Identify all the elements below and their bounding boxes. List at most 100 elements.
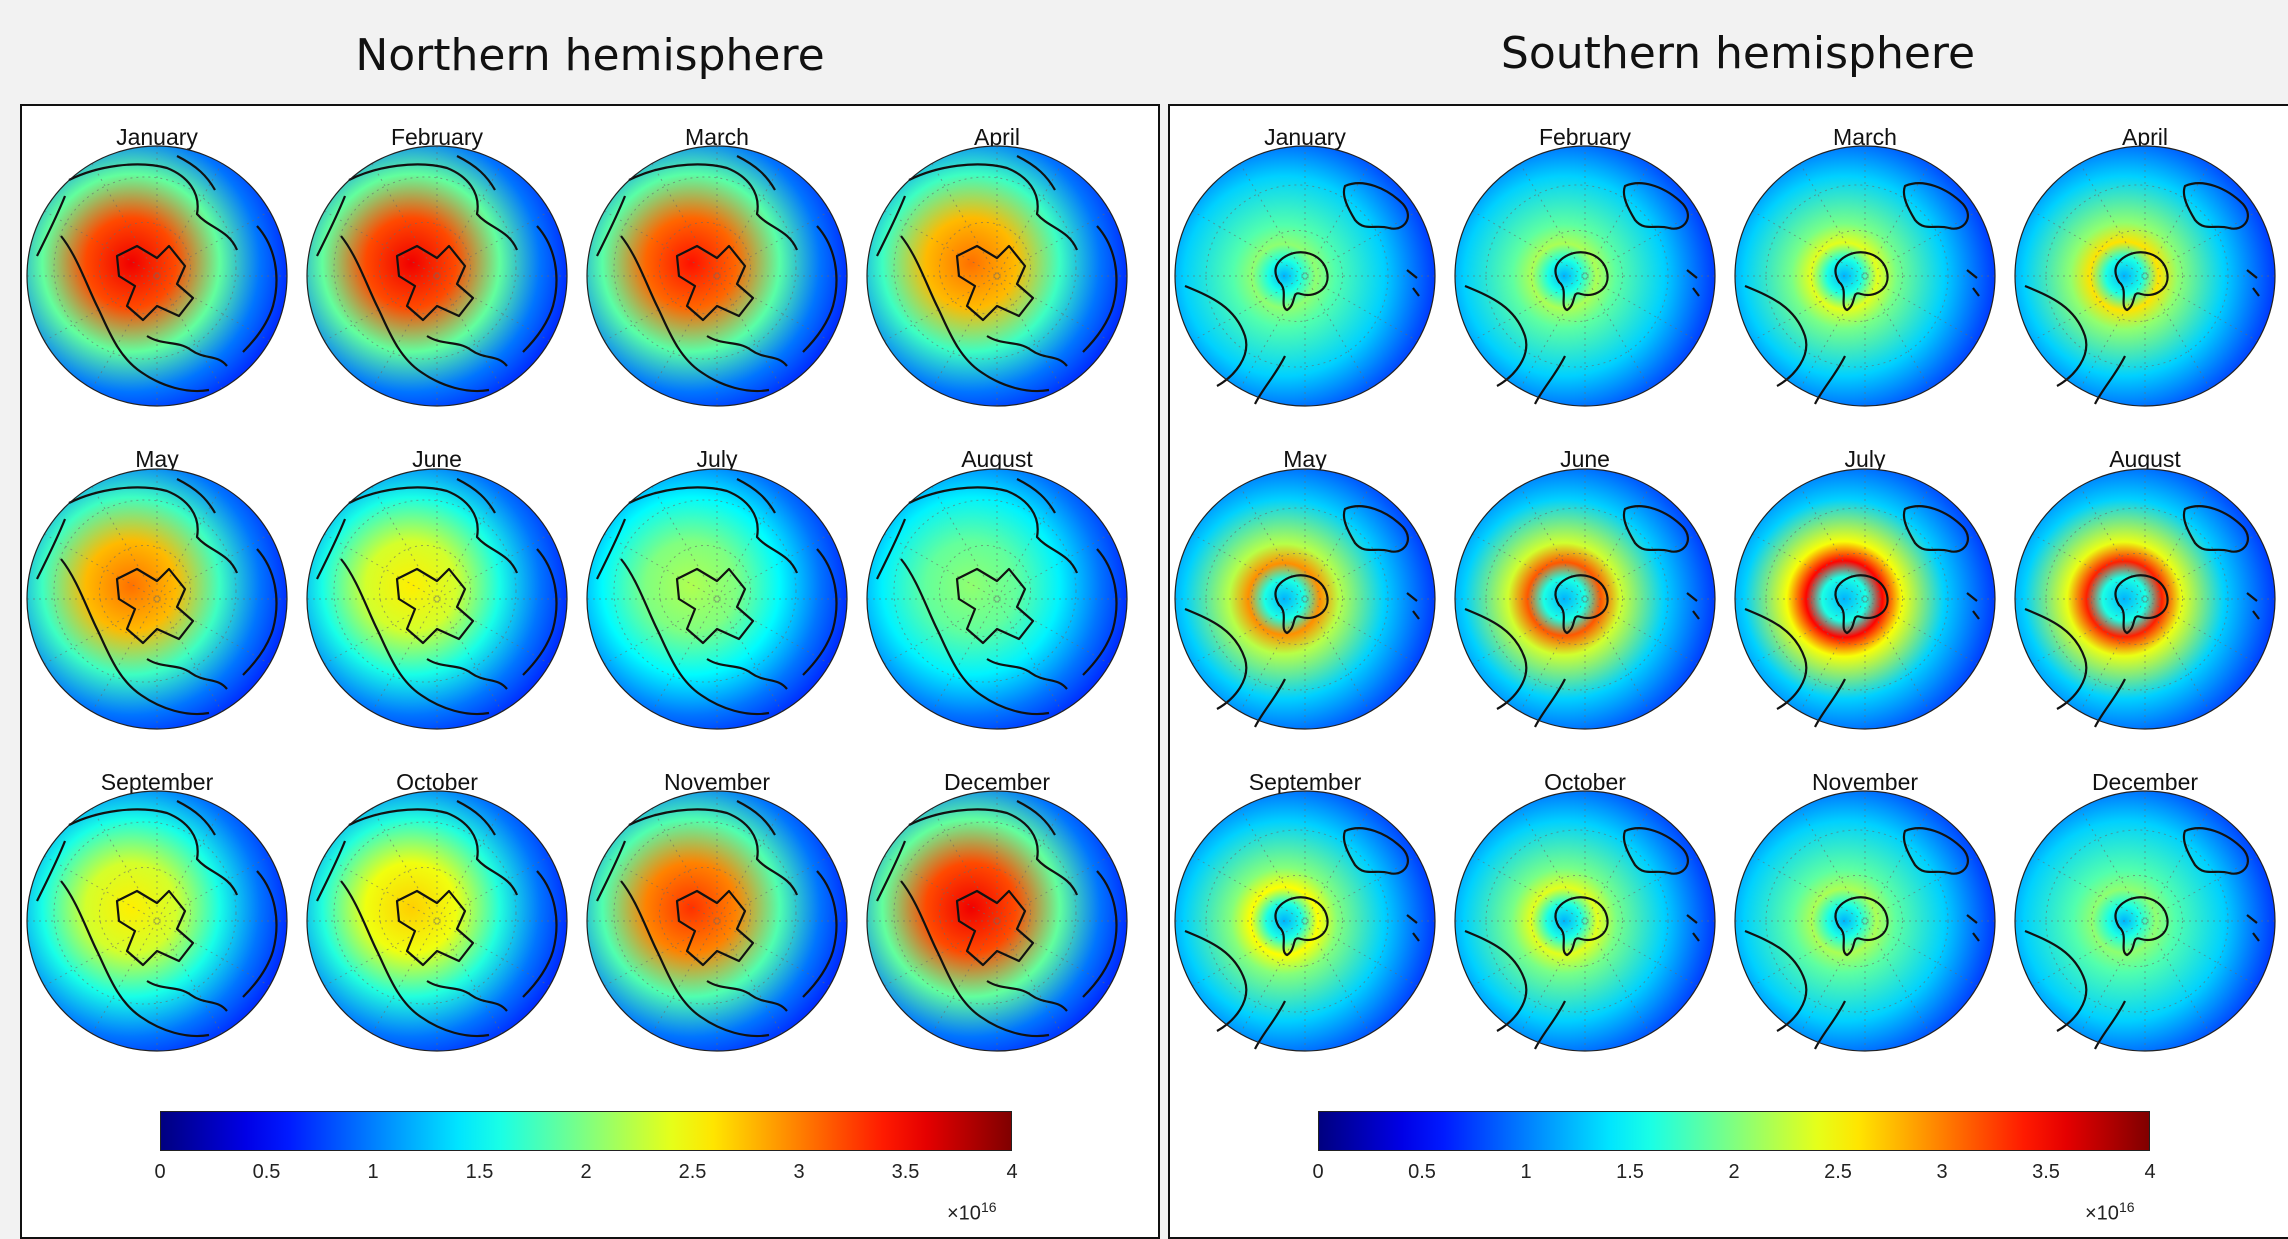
globe-rim (1454, 145, 1716, 407)
graticule (1455, 791, 1715, 1051)
globe-disc (307, 791, 567, 1051)
colorbar-tick-label: 3 (1936, 1161, 1948, 1183)
globe-map (306, 468, 568, 730)
globe-disc (27, 469, 287, 729)
coastline (316, 800, 558, 1038)
globe-rim (586, 468, 848, 730)
globe-map (586, 468, 848, 730)
colorbar-tick-label: 3.5 (2032, 1161, 2060, 1183)
globe-disc (1735, 469, 1995, 729)
globe-rim (2014, 145, 2276, 407)
globe-map (586, 790, 848, 1052)
coastline (596, 478, 838, 716)
globe-map (306, 790, 568, 1052)
southern-hemisphere-panel: ×1016 January February March April May June Ju… (1168, 104, 2288, 1239)
graticule (2015, 146, 2275, 406)
globe-map (866, 468, 1128, 730)
colorbar-tick-label: 2 (1728, 1161, 1740, 1183)
globe-map (26, 145, 288, 407)
coastline (2024, 505, 2260, 728)
globe-rim (26, 145, 288, 407)
month-label: June (1560, 446, 1610, 472)
globe-rim (26, 468, 288, 730)
globe-disc (2015, 146, 2275, 406)
graticule (27, 791, 287, 1051)
globe-disc (1455, 469, 1715, 729)
graticule (27, 469, 287, 729)
graticule (587, 791, 847, 1051)
colorbar-tick-label: 2 (580, 1161, 592, 1183)
graticule (307, 146, 567, 406)
coastline (2024, 827, 2260, 1050)
coastline (1464, 182, 1700, 405)
month-label: August (961, 446, 1033, 472)
globe-disc (1175, 791, 1435, 1051)
globe-disc (587, 791, 847, 1051)
globe-map (866, 790, 1128, 1052)
globe-disc (27, 146, 287, 406)
globe-rim (866, 790, 1128, 1052)
globe-rim (1454, 468, 1716, 730)
globe-disc (2015, 469, 2275, 729)
colorbar-tick-label: 4 (2144, 1161, 2156, 1183)
colorbar-multiplier: ×1016 (2085, 1199, 2135, 1225)
graticule (307, 469, 567, 729)
globe-map (1454, 468, 1716, 730)
globe-rim (1174, 145, 1436, 407)
coastline (316, 155, 558, 393)
graticule (1735, 146, 1995, 406)
graticule (867, 791, 1127, 1051)
colorbar-tick-label: 0 (154, 1161, 166, 1183)
globe-rim (586, 790, 848, 1052)
globe-disc (867, 791, 1127, 1051)
globe-disc (867, 146, 1127, 406)
globe-map (2014, 468, 2276, 730)
globe-rim (2014, 468, 2276, 730)
globe-rim (586, 145, 848, 407)
globe-disc (1455, 146, 1715, 406)
globe-map (1734, 468, 1996, 730)
colorbar-tick-label: 0 (1312, 1161, 1324, 1183)
colorbar-tick-label: 3.5 (891, 1161, 920, 1183)
graticule (867, 146, 1127, 406)
graticule (1175, 791, 1435, 1051)
graticule (2015, 791, 2275, 1051)
colorbar-tick-label: 2.5 (678, 1161, 707, 1183)
colorbar-tick-label: 3 (793, 1161, 805, 1183)
globe-disc (1455, 791, 1715, 1051)
coastline (876, 478, 1118, 716)
graticule (2015, 469, 2275, 729)
coastline (36, 800, 278, 1038)
coastline (36, 155, 278, 393)
coastline (1184, 182, 1420, 405)
coastline (1184, 505, 1420, 728)
globe-map (1174, 468, 1436, 730)
colorbar-tick-label: 1 (1520, 1161, 1532, 1183)
globe-disc (587, 146, 847, 406)
month-label: May (1283, 446, 1327, 472)
northern-hemisphere-panel: ×1016 January February March April May June Ju… (20, 104, 1160, 1239)
coastline (876, 155, 1118, 393)
globe-map (2014, 790, 2276, 1052)
globe-map (866, 145, 1128, 407)
globe-rim (1734, 790, 1996, 1052)
globe-disc (587, 469, 847, 729)
globe-rim (1734, 145, 1996, 407)
southern-hemisphere-title: Southern hemisphere (1500, 28, 1976, 79)
graticule (27, 146, 287, 406)
globe-disc (2015, 791, 2275, 1051)
globe-disc (867, 469, 1127, 729)
coastline (1744, 182, 1980, 405)
graticule (307, 791, 567, 1051)
graticule (1455, 146, 1715, 406)
globe-map (1174, 145, 1436, 407)
graticule (1175, 146, 1435, 406)
coastline (2024, 182, 2260, 405)
coastline (36, 478, 278, 716)
coastline (1184, 827, 1420, 1050)
colorbar-tick-label: 4 (1006, 1161, 1018, 1183)
coastline (876, 800, 1118, 1038)
colorbar-tick-label: 0.5 (252, 1161, 281, 1183)
globe-map (1174, 790, 1436, 1052)
globe-rim (2014, 790, 2276, 1052)
